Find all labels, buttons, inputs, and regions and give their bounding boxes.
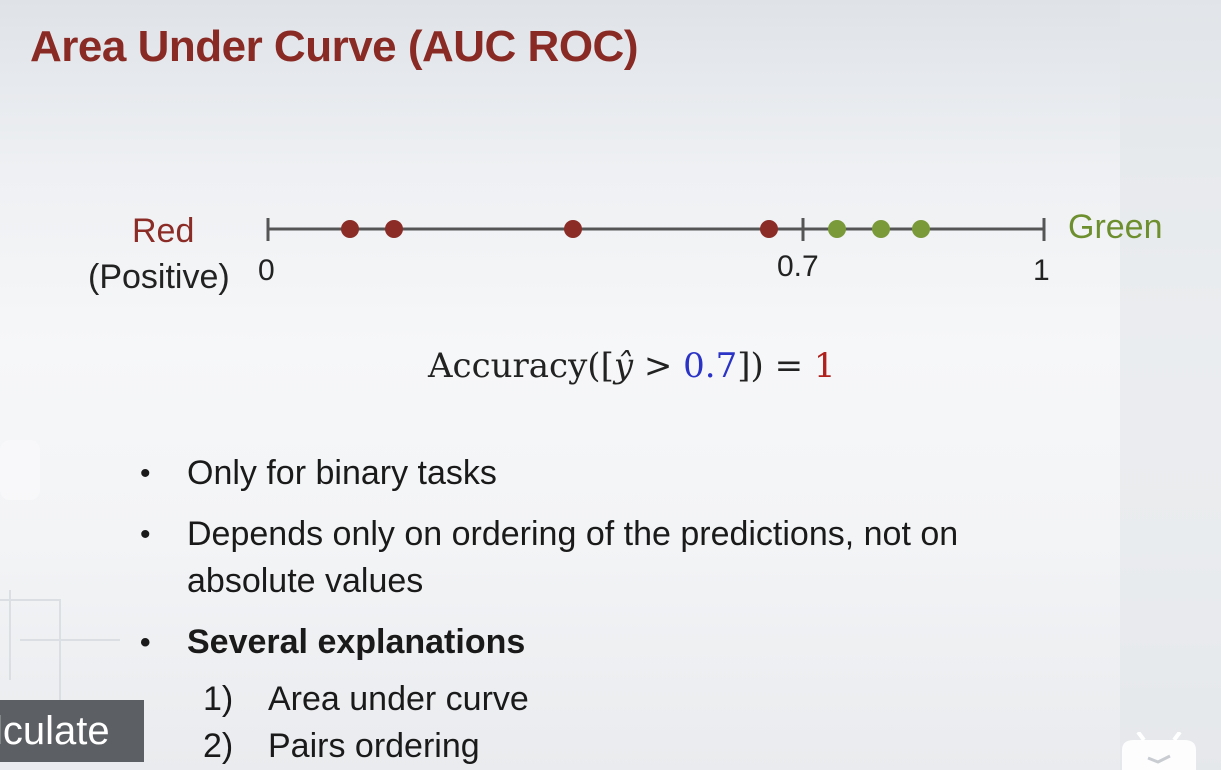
formula-operator: > [633, 346, 684, 386]
formula-threshold: 0.7 [683, 346, 738, 386]
red-point [385, 220, 403, 238]
bullet-item: Depends only on ordering of the predicti… [140, 511, 1067, 605]
explanation-number: 1) [203, 680, 234, 718]
explanation-text: Area under curve [268, 680, 529, 718]
green-point [828, 220, 846, 238]
red-point [760, 220, 778, 238]
bullet-list: Only for binary tasks Depends only on or… [140, 450, 1140, 670]
green-label: Green [1068, 208, 1163, 246]
formula-yhat: ŷ [613, 346, 634, 386]
green-point [912, 220, 930, 238]
red-point [341, 220, 359, 238]
formula-prefix: Accuracy([ [428, 346, 614, 386]
bullet-item: Only for binary tasks [140, 450, 1140, 497]
formula-result: 1 [813, 346, 836, 386]
calculate-button-label: lculate [0, 709, 110, 753]
explanation-item: 2) Pairs ordering [203, 727, 480, 766]
explanation-item: 1) Area under curve [203, 680, 529, 719]
tick-label-threshold: 0.7 [777, 250, 819, 283]
positive-label: (Positive) [88, 258, 230, 296]
explanation-text: Pairs ordering [268, 727, 480, 765]
formula-suffix: ]) = [737, 346, 814, 386]
bullet-item: Several explanations [140, 619, 1140, 666]
watermark-logo-icon [1122, 732, 1196, 770]
tick-label-0: 0 [258, 254, 275, 287]
slide-title: Area Under Curve (AUC ROC) [30, 22, 638, 71]
red-label: Red [132, 212, 195, 250]
tick-label-1: 1 [1033, 254, 1050, 287]
accuracy-formula: Accuracy([ŷ > 0.7]) = 1 [428, 346, 836, 386]
red-point [564, 220, 582, 238]
number-line [266, 218, 1046, 241]
green-point [872, 220, 890, 238]
explanation-number: 2) [203, 727, 234, 765]
calculate-button[interactable]: lculate [0, 700, 144, 762]
